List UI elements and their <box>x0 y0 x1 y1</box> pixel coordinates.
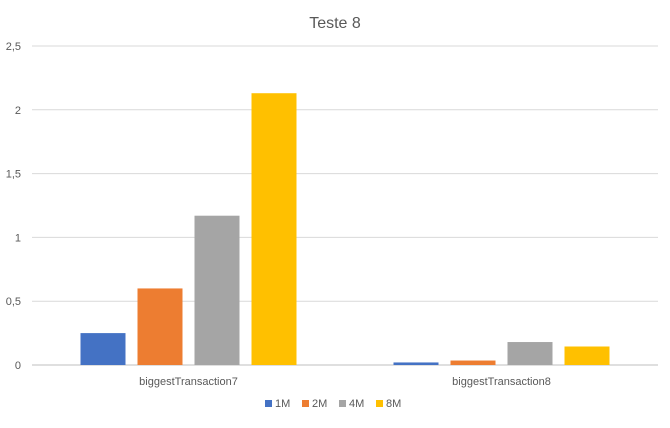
y-tick-label: 2 <box>15 105 21 117</box>
bars <box>80 93 610 365</box>
bar-8M-biggestTransaction7 <box>251 93 297 365</box>
bar-4M-biggestTransaction8 <box>507 342 553 365</box>
y-tick-label: 1 <box>15 232 21 244</box>
bar-4M-biggestTransaction7 <box>194 215 240 365</box>
legend-label: 2M <box>312 398 327 410</box>
x-category-label: biggestTransaction8 <box>452 376 551 388</box>
legend-swatch <box>339 400 346 407</box>
x-axis-categories: biggestTransaction7 biggestTransaction8 <box>139 376 551 388</box>
y-tick-label: 1,5 <box>6 169 21 181</box>
legend-label: 8M <box>386 398 401 410</box>
legend-label: 1M <box>275 398 290 410</box>
legend-swatch <box>376 400 383 407</box>
y-axis-ticks: 0 0,5 1 1,5 2 2,5 <box>6 41 21 372</box>
chart-title: Teste 8 <box>309 15 361 32</box>
bar-1M-biggestTransaction8 <box>393 362 439 365</box>
legend: 1M 2M 4M 8M <box>265 398 401 410</box>
x-category-label: biggestTransaction7 <box>139 376 238 388</box>
legend-swatch <box>265 400 272 407</box>
legend-swatch <box>302 400 309 407</box>
y-tick-label: 2,5 <box>6 41 21 53</box>
bar-2M-biggestTransaction8 <box>450 360 496 365</box>
y-tick-label: 0 <box>15 360 21 372</box>
bar-1M-biggestTransaction7 <box>80 333 126 365</box>
y-tick-label: 0,5 <box>6 296 21 308</box>
bar-2M-biggestTransaction7 <box>137 288 183 365</box>
legend-label: 4M <box>349 398 364 410</box>
bar-8M-biggestTransaction8 <box>564 346 610 365</box>
gridlines <box>32 45 658 366</box>
